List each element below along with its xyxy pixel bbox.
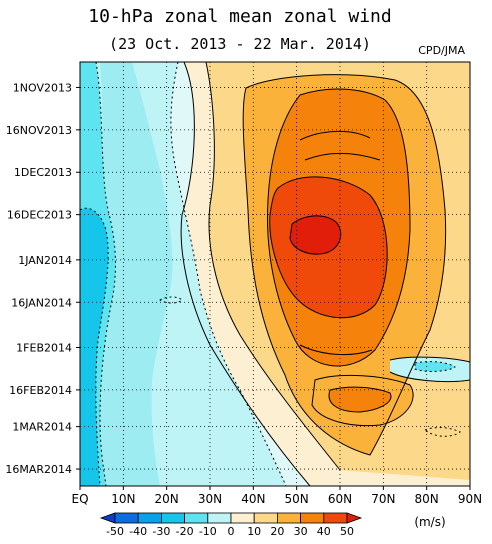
chart-subtitle: (23 Oct. 2013 - 22 Mar. 2014) <box>109 35 371 53</box>
fill-west-30-40 <box>80 208 109 486</box>
y-tick-label: 1FEB2014 <box>16 341 72 354</box>
colorbar-label: -10 <box>199 525 217 538</box>
colorbar-swatch <box>184 512 209 524</box>
x-axis: EQ 10N 20N 30N 40N 50N 60N 70N 80N 90N <box>71 486 482 506</box>
colorbar-swatch <box>160 512 185 524</box>
contour-west-30 <box>80 207 109 486</box>
y-tick-label: 1JAN2014 <box>18 254 72 267</box>
x-tick-label: 80N <box>415 492 439 506</box>
colorbar-swatch <box>207 512 232 524</box>
y-tick-label: 1DEC2013 <box>14 166 72 179</box>
contour-east-core <box>414 361 456 372</box>
x-tick-label: 90N <box>458 492 482 506</box>
colorbar-label: -20 <box>176 525 194 538</box>
y-tick-label: 1NOV2013 <box>13 81 72 94</box>
colorbar-label: -30 <box>152 525 170 538</box>
x-tick-label: 20N <box>155 492 179 506</box>
x-tick-label: EQ <box>71 492 88 506</box>
colorbar-label: 20 <box>270 525 284 538</box>
contour-ripple-3 <box>299 344 373 355</box>
fill-west-10-20-inner <box>100 62 173 486</box>
contour-10 <box>205 62 341 471</box>
contour-east-2 <box>389 371 470 383</box>
contour-30 <box>267 88 411 367</box>
contour-zero <box>180 62 311 486</box>
x-tick-label: 60N <box>328 492 352 506</box>
credit-label: CPD/JMA <box>418 44 465 57</box>
contour-20 <box>242 74 447 456</box>
colorbar-swatch <box>253 512 278 524</box>
colorbar-swatch <box>137 512 162 524</box>
contour-ripple-1 <box>299 130 371 141</box>
y-tick-label: 16NOV2013 <box>6 124 72 137</box>
chart-title: 10-hPa zonal mean zonal wind <box>88 6 391 27</box>
colorbar-swatch <box>300 512 325 524</box>
y-axis: 1NOV2013 16NOV2013 1DEC2013 16DEC2013 1JAN20… <box>5 81 80 476</box>
contour-small-eddy <box>159 296 183 304</box>
x-tick-label: 10N <box>111 492 135 506</box>
contour-ripple-2 <box>304 152 381 161</box>
x-tick-label: 30N <box>198 492 222 506</box>
colorbar-swatch <box>323 512 348 524</box>
y-tick-label: 16MAR2014 <box>5 463 72 476</box>
contour-south-20 <box>311 374 414 427</box>
fill-south-30-40 <box>329 387 391 412</box>
colorbar-label: 40 <box>317 525 331 538</box>
colorbar-label: 50 <box>340 525 354 538</box>
colorbar-label: 30 <box>294 525 308 538</box>
colorbar-label: -40 <box>129 525 147 538</box>
y-tick-label: 1MAR2014 <box>12 421 72 434</box>
fill-over-50 <box>290 215 341 255</box>
y-tick-label: 16DEC2013 <box>7 209 72 222</box>
colorbar-swatch <box>114 512 139 524</box>
y-tick-label: 16FEB2014 <box>9 384 72 397</box>
grid-lines <box>80 62 470 486</box>
fill-east-core <box>415 361 455 372</box>
wind-fills <box>80 62 470 486</box>
colorbar-label: 0 <box>228 525 235 538</box>
contour-50 <box>289 215 342 255</box>
contour-40 <box>269 176 388 319</box>
contour-south-30 <box>328 386 392 413</box>
colorbar-arrow-right <box>346 512 363 524</box>
colorbar-swatch <box>276 512 301 524</box>
contour-west-20 <box>170 62 287 486</box>
x-tick-label: 50N <box>285 492 309 506</box>
wind-contours <box>80 62 470 486</box>
x-tick-label: 70N <box>371 492 395 506</box>
y-tick-label: 16JAN2014 <box>11 296 72 309</box>
plot-frame <box>79 61 471 487</box>
colorbar-swatch <box>230 512 255 524</box>
contour-sw-eddy <box>424 427 461 437</box>
colorbar-label: 10 <box>247 525 261 538</box>
colorbar-arrow-left <box>99 512 116 524</box>
colorbar: -50 -40 -30 -20 -10 0 10 20 30 40 50 <box>99 512 363 538</box>
x-tick-label: 40N <box>241 492 265 506</box>
colorbar-label: -50 <box>106 525 124 538</box>
unit-label: (m/s) <box>414 515 445 529</box>
contour-east <box>389 356 470 363</box>
